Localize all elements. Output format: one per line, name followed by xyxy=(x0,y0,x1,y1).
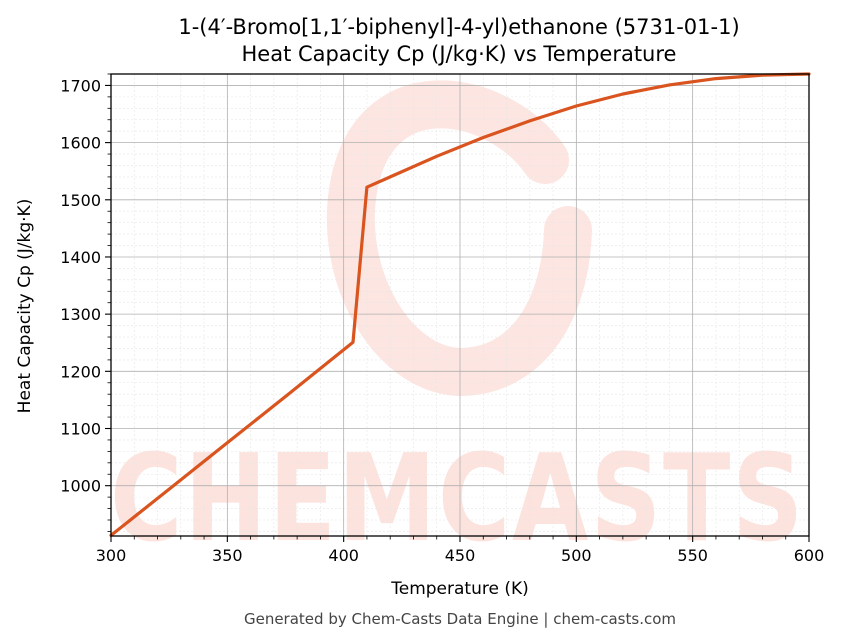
y-tick-label: 1600 xyxy=(60,134,101,153)
major-grid xyxy=(110,74,810,536)
x-tick-label: 550 xyxy=(677,546,708,565)
watermark-text: CHEMCASTS xyxy=(110,430,805,569)
x-tick-label: 400 xyxy=(328,546,359,565)
y-tick-label: 1100 xyxy=(60,420,101,439)
x-tick-label: 450 xyxy=(445,546,476,565)
x-axis-label: Temperature (K) xyxy=(390,579,529,599)
x-tick-label: 350 xyxy=(212,546,243,565)
y-tick-label: 1000 xyxy=(60,477,101,496)
x-tick-label: 300 xyxy=(96,546,127,565)
y-tick-label: 1400 xyxy=(60,248,101,267)
watermark-swirl xyxy=(326,80,592,397)
series-line xyxy=(109,72,811,538)
x-tick-label: 600 xyxy=(794,546,825,565)
tick-labels: 300 350 400 450 500 550 600 1000 1100 1200 1300 140… xyxy=(60,76,824,565)
x-tick-label: 500 xyxy=(561,546,592,565)
series-layer xyxy=(109,72,811,538)
y-tick-label: 1300 xyxy=(60,305,101,324)
footer-credit: Generated by Chem-Casts Data Engine | ch… xyxy=(244,610,676,628)
watermark: CHEMCASTS xyxy=(110,80,805,569)
y-tick-label: 1500 xyxy=(60,191,101,210)
chart-subtitle: Heat Capacity Cp (J/kg·K) vs Temperature xyxy=(242,42,677,66)
chart-title: 1-(4′-Bromo[1,1′-biphenyl]-4-yl)ethanone… xyxy=(178,15,739,39)
y-tick-label: 1700 xyxy=(60,76,101,95)
ticks xyxy=(105,73,810,542)
y-tick-label: 1200 xyxy=(60,362,101,381)
y-axis-label: Heat Capacity Cp (J/kg·K) xyxy=(15,199,35,414)
